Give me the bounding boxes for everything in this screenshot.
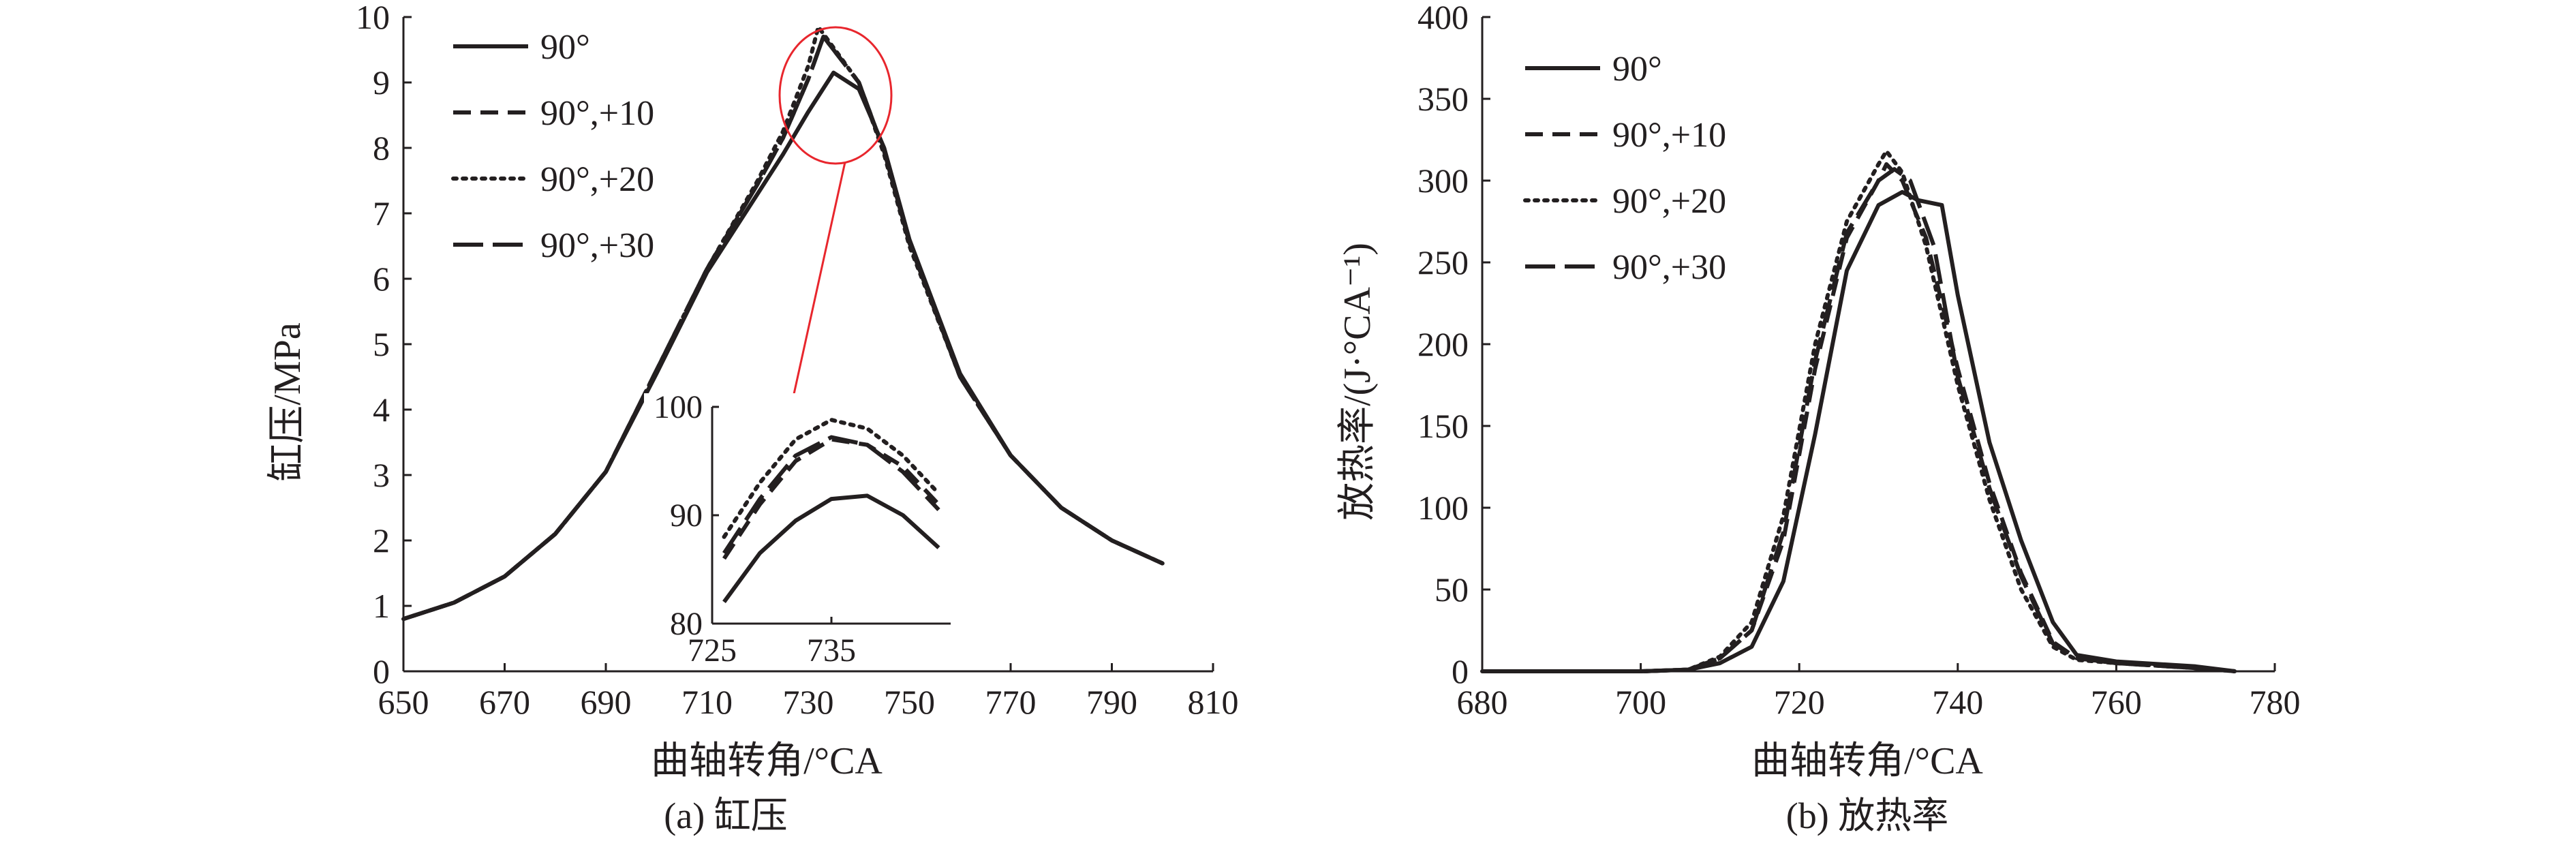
panel-b-y-tick-label: 300 — [1417, 162, 1469, 200]
panel-b-axes — [1481, 17, 2275, 673]
panel-b-legend: 90° 90°,+10 90°,+20 90°,+30 — [1523, 50, 1726, 287]
panel-a-y-tick-label: 8 — [373, 129, 390, 167]
panel-a-y-tick-label: 7 — [373, 194, 390, 232]
inset-series — [722, 418, 941, 603]
panel-b-x-tick-label: 740 — [1932, 683, 1983, 721]
panel-a-caption: (a) 缸压 — [664, 795, 787, 836]
panel-b-x-tick-label: 720 — [1774, 683, 1825, 721]
panel-a-x-tick-label: 710 — [681, 683, 733, 721]
panel-a-y-tick-label: 0 — [373, 652, 390, 690]
panel-a-inset: 725 735 80 90 100 — [644, 26, 957, 685]
panel-b-y-tick-label: 350 — [1417, 80, 1469, 118]
inset-y-tick-label: 80 — [670, 606, 703, 642]
panel-a-legend-label-3: 90°,+30 — [540, 226, 654, 265]
inset-x-tick-label: 735 — [807, 632, 856, 669]
panel-a-legend-label-1: 90°,+10 — [540, 94, 654, 133]
panel-b-y-axis-title: 放热率/(J·°CA⁻¹) — [1336, 243, 1379, 521]
panel-a-x-tick-label: 690 — [581, 683, 632, 721]
panel-b-legend-label-0: 90° — [1612, 50, 1662, 89]
panel-a-ticks: 650 670 690 710 730 750 770 790 810 0 1 2 3 4 5 6 7 8 9 10 — [356, 0, 1239, 721]
panel-a-y-tick-label: 3 — [373, 456, 390, 494]
panel-b-x-tick-label: 760 — [2091, 683, 2142, 721]
panel-b-x-tick-label: 700 — [1615, 683, 1666, 721]
panel-a-legend-label-0: 90° — [540, 28, 590, 67]
inset-ticks: 725 735 80 90 100 — [644, 389, 957, 685]
inset-series-line-1 — [722, 437, 940, 560]
panel-b-y-tick-label: 100 — [1417, 489, 1469, 527]
zoom-circle — [778, 26, 893, 165]
panel-a-legend: 90° 90°,+10 90°,+20 90°,+30 — [451, 28, 654, 265]
panel-a-x-tick-label: 730 — [783, 683, 834, 721]
panel-a-x-tick-label: 750 — [884, 683, 935, 721]
inset-series-line-0 — [722, 493, 940, 603]
panel-a-series-line-3 — [403, 34, 1164, 622]
zoom-connector-line — [793, 162, 846, 395]
inset-y-tick-label: 100 — [654, 389, 703, 425]
panel-b-x-axis-title: 曲轴转角/°CA — [1751, 740, 1983, 782]
panel-b-ticks: 680 700 720 740 760 780 0 50 100 150 200 250 300 350 4… — [1417, 0, 2301, 721]
panel-a-y-tick-label: 10 — [356, 0, 390, 36]
panel-b-y-tick-label: 400 — [1417, 0, 1469, 36]
inset-background — [644, 393, 957, 685]
panel-b-series-line-3 — [1482, 167, 2236, 673]
panel-b-caption: (b) 放热率 — [1786, 795, 1948, 836]
panel-a-y-tick-label: 1 — [373, 587, 390, 625]
panel-a-x-tick-label: 810 — [1188, 683, 1239, 721]
panel-a-axes — [402, 17, 1213, 673]
panel-a-y-tick-label: 9 — [373, 63, 390, 102]
panel-b-series — [1480, 149, 2237, 673]
panel-b-y-tick-label: 0 — [1452, 652, 1469, 690]
inset-series-line-3 — [722, 435, 940, 555]
inset-x-tick-label: 725 — [688, 632, 737, 669]
panel-a-y-tick-label: 2 — [373, 521, 390, 560]
panel-a-x-tick-label: 650 — [378, 683, 429, 721]
panel-a-y-tick-label: 6 — [373, 260, 390, 298]
panel-a-x-tick-label: 670 — [479, 683, 530, 721]
panel-b-series-line-2 — [1480, 149, 2237, 673]
panel-b-y-tick-label: 150 — [1417, 407, 1469, 445]
panel-b-y-tick-label: 200 — [1417, 325, 1469, 363]
panel-a-series — [401, 25, 1165, 622]
panel-a-y-axis-title: 缸压/MPa — [266, 322, 309, 481]
panel-a-y-tick-label: 4 — [373, 391, 390, 429]
panel-b-x-tick-label: 680 — [1457, 683, 1508, 721]
panel-a-x-tick-label: 790 — [1086, 683, 1137, 721]
inset-series-line-2 — [722, 418, 941, 539]
panel-a-y-tick-label: 5 — [373, 325, 390, 363]
panel-b-y-tick-label: 50 — [1435, 570, 1469, 609]
panel-b-legend-label-1: 90°,+10 — [1612, 116, 1726, 155]
panel-b-heat-release-rate: 680 700 720 740 760 780 0 50 100 150 200 250 300 350 4… — [1336, 0, 2301, 836]
panel-a-legend-label-2: 90°,+20 — [540, 160, 654, 199]
panel-b-x-tick-label: 780 — [2250, 683, 2301, 721]
panel-a-x-tick-label: 770 — [985, 683, 1037, 721]
inset-y-tick-label: 90 — [670, 498, 703, 534]
panel-b-legend-label-2: 90°,+20 — [1612, 182, 1726, 221]
panel-b-legend-label-3: 90°,+30 — [1612, 248, 1726, 287]
panel-a-x-axis-title: 曲轴转角/°CA — [651, 740, 883, 782]
panel-b-y-tick-label: 250 — [1417, 243, 1469, 281]
panel-a-cylinder-pressure: 650 670 690 710 730 750 770 790 810012345678910 … — [266, 0, 1239, 836]
